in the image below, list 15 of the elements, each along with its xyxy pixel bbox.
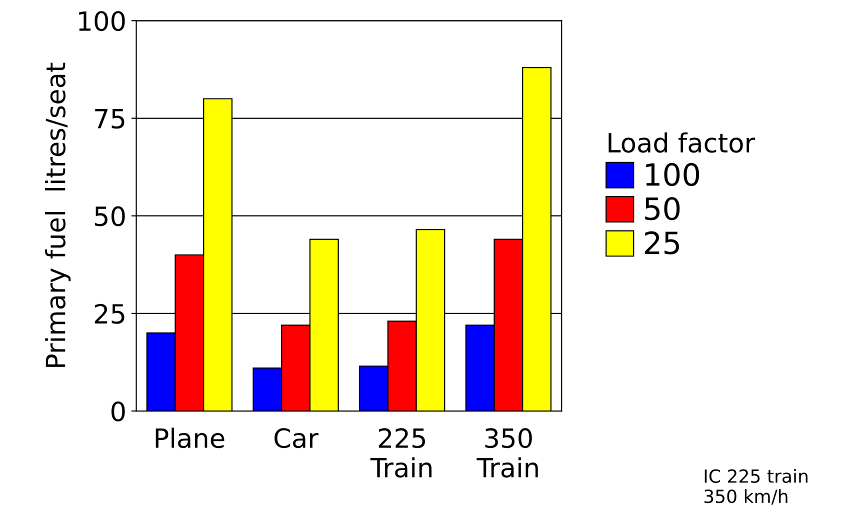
legend-label: 25 (645, 231, 679, 254)
x-tick-label: 225 Train (370, 428, 432, 478)
y-tick-label: 50 (95, 206, 125, 226)
y-tick-label: 0 (112, 401, 125, 422)
x-tick-label: Car (274, 428, 318, 448)
text: IC 225 train 350 km/h (704, 468, 808, 505)
legend-label: 50 (645, 197, 680, 220)
y-tick-label: 25 (94, 304, 124, 324)
y-axis-title: Primary fuel litres/seat (45, 62, 71, 367)
y-tick-label: 100 (79, 11, 125, 32)
legend-label: 100 (646, 162, 700, 186)
y-tick-label: 75 (95, 109, 124, 129)
legend-title: Load factor (608, 132, 756, 153)
x-tick-label: 350 Train (476, 428, 538, 478)
x-tick-label: Plane (156, 428, 224, 448)
